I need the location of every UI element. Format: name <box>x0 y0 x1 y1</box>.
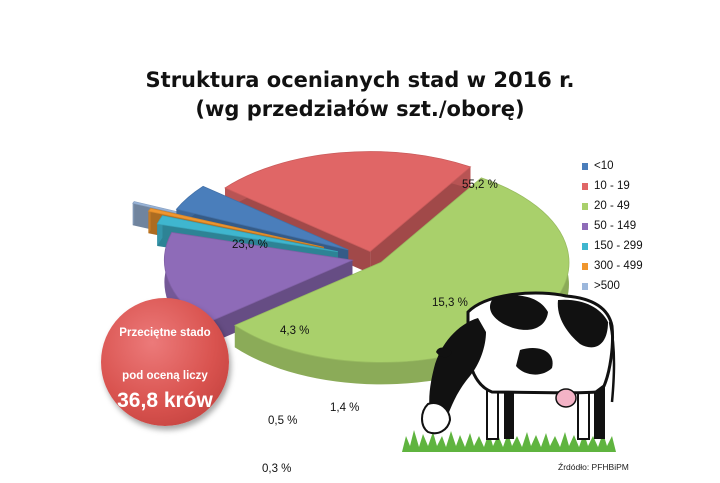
legend-swatch <box>582 282 588 290</box>
badge-line-1: Przeciętne stado <box>119 327 211 339</box>
cow-icon <box>402 291 616 452</box>
source-note: Źrdódło: PFHBiPM <box>558 462 629 472</box>
legend-item: 150 - 299 <box>582 236 643 256</box>
badge-line-3: 36,8 krów <box>117 389 213 412</box>
legend-label: >500 <box>594 280 620 292</box>
data-label-50-149: 15,3 % <box>432 297 468 309</box>
title-line-1: Struktura ocenianych stad w 2016 r. <box>145 68 575 92</box>
legend-label: 300 - 499 <box>594 260 643 272</box>
data-label-10-19: 23,0 % <box>232 239 268 251</box>
average-herd-badge: Przeciętne stado pod oceną liczy 36,8 kr… <box>101 298 229 426</box>
legend-item: <10 <box>582 156 643 176</box>
data-label-20-49: 55,2 % <box>462 179 498 191</box>
legend-swatch <box>582 222 588 230</box>
legend-item: 10 - 19 <box>582 176 643 196</box>
legend: <10 10 - 19 20 - 49 50 - 149 150 - 299 300 - … <box>582 156 643 296</box>
legend-item: 50 - 149 <box>582 216 643 236</box>
legend-swatch <box>582 162 588 170</box>
badge-line-2: pod oceną liczy <box>122 370 208 382</box>
legend-label: 50 - 149 <box>594 220 637 232</box>
chart-title: Struktura ocenianych stad w 2016 r. (wg … <box>0 66 720 124</box>
legend-item: 300 - 499 <box>582 256 643 276</box>
data-label-300-499: 0,5 % <box>268 415 297 427</box>
legend-swatch <box>582 262 588 270</box>
legend-item: >500 <box>582 276 643 296</box>
legend-label: 10 - 19 <box>594 180 630 192</box>
legend-swatch <box>582 182 588 190</box>
data-label-10: 4,3 % <box>280 325 309 337</box>
legend-swatch <box>582 242 588 250</box>
legend-label: 20 - 49 <box>594 200 630 212</box>
title-line-2: (wg przedziałów szt./oborę) <box>195 97 525 121</box>
data-label-150-299: 1,4 % <box>330 402 359 414</box>
data-label-500: 0,3 % <box>262 463 291 475</box>
legend-label: 150 - 299 <box>594 240 643 252</box>
legend-item: 20 - 49 <box>582 196 643 216</box>
legend-swatch <box>582 202 588 210</box>
legend-label: <10 <box>594 160 614 172</box>
